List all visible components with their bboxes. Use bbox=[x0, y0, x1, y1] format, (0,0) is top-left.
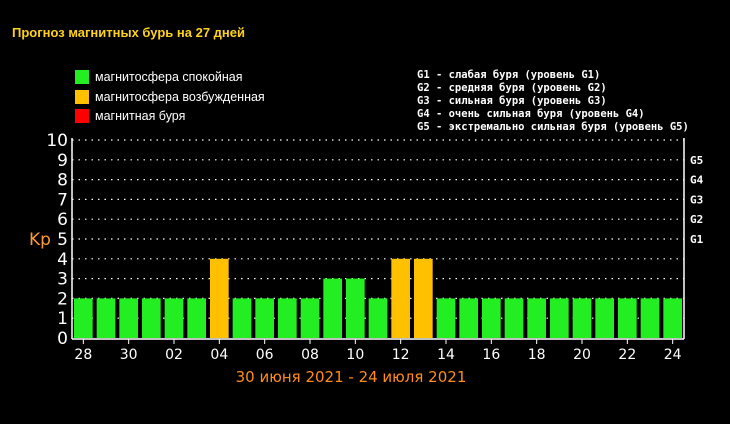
x-tick-label: 16 bbox=[482, 347, 500, 363]
legend-storm-label: магнитная буря bbox=[95, 109, 186, 123]
page-title: Прогноз магнитных бурь на 27 дней bbox=[12, 25, 245, 40]
y-tick-label: 9 bbox=[57, 151, 68, 171]
legend-calm: магнитосфера спокойная bbox=[75, 69, 243, 85]
bar-13 bbox=[414, 258, 433, 338]
x-tick-label: 14 bbox=[437, 347, 455, 363]
y-tick-label: 4 bbox=[57, 250, 68, 270]
g-legend-g2: G2 - средняя буря (уровень G2) bbox=[417, 82, 607, 94]
bar-22 bbox=[618, 298, 637, 338]
x-tick-label: 18 bbox=[528, 347, 546, 363]
g-level-label: G1 bbox=[690, 233, 704, 246]
y-axis-title: Kp bbox=[29, 230, 51, 250]
bar-12 bbox=[391, 258, 410, 338]
bar-21 bbox=[595, 298, 614, 338]
x-tick-label: 10 bbox=[346, 347, 364, 363]
bar-05 bbox=[232, 298, 252, 338]
bar-11 bbox=[368, 298, 388, 338]
x-tick-label: 22 bbox=[618, 347, 636, 363]
bar-17 bbox=[504, 298, 524, 338]
bar-03 bbox=[187, 298, 206, 338]
x-tick-label: 20 bbox=[573, 347, 591, 363]
bar-10 bbox=[346, 278, 365, 338]
x-tick-label: 02 bbox=[165, 347, 183, 363]
bar-15 bbox=[459, 298, 478, 338]
y-tick-label: 0 bbox=[57, 329, 68, 349]
g-level-label: G4 bbox=[690, 174, 704, 187]
legend-storm: магнитная буря bbox=[75, 108, 185, 124]
bar-28 bbox=[74, 298, 93, 338]
g-level-label: G5 bbox=[690, 154, 703, 167]
bar-29 bbox=[96, 298, 116, 338]
bar-19 bbox=[550, 298, 569, 338]
bar-09 bbox=[323, 278, 342, 338]
bar-07 bbox=[278, 298, 297, 338]
y-tick-label: 6 bbox=[57, 210, 68, 230]
x-tick-label: 28 bbox=[74, 347, 92, 363]
g-level-label: G3 bbox=[690, 193, 703, 206]
bar-06 bbox=[255, 298, 274, 338]
bar-24 bbox=[663, 298, 682, 338]
y-tick-label: 2 bbox=[57, 289, 68, 309]
legend-calm-swatch bbox=[75, 70, 89, 84]
x-tick-label: 24 bbox=[664, 347, 682, 363]
y-tick-label: 10 bbox=[46, 131, 68, 151]
x-axis-title: 30 июня 2021 - 24 июля 2021 bbox=[236, 368, 467, 386]
g-level-label: G2 bbox=[690, 213, 703, 226]
legend-excited: магнитосфера возбужденная bbox=[75, 89, 265, 105]
legend-excited-swatch bbox=[75, 90, 89, 104]
bar-04 bbox=[210, 258, 229, 338]
bar-02 bbox=[164, 298, 184, 338]
y-tick-label: 5 bbox=[57, 230, 68, 250]
g-legend-g5: G5 - экстремально сильная буря (уровень … bbox=[417, 121, 689, 133]
x-tick-label: 30 bbox=[120, 347, 138, 363]
legend-storm-swatch bbox=[75, 109, 89, 123]
bar-01 bbox=[142, 298, 161, 338]
x-tick-label: 04 bbox=[210, 347, 228, 363]
bar-16 bbox=[482, 298, 501, 338]
y-tick-label: 1 bbox=[57, 309, 68, 329]
x-tick-label: 12 bbox=[392, 347, 410, 363]
g-legend-g4: G4 - очень сильная буря (уровень G4) bbox=[417, 108, 645, 120]
bar-20 bbox=[572, 298, 592, 338]
g-legend-g3: G3 - сильная буря (уровень G3) bbox=[417, 95, 607, 107]
bar-18 bbox=[527, 298, 546, 338]
y-tick-label: 7 bbox=[57, 190, 68, 210]
y-tick-label: 3 bbox=[57, 270, 68, 290]
y-tick-label: 8 bbox=[57, 171, 68, 191]
g-legend-g1: G1 - слабая буря (уровень G1) bbox=[417, 69, 601, 81]
legend-excited-label: магнитосфера возбужденная bbox=[95, 90, 265, 104]
bar-14 bbox=[436, 298, 456, 338]
x-tick-label: 08 bbox=[301, 347, 319, 363]
legend-calm-label: магнитосфера спокойная bbox=[95, 70, 243, 84]
bar-08 bbox=[300, 298, 320, 338]
bar-30 bbox=[119, 298, 138, 338]
x-tick-label: 06 bbox=[256, 347, 274, 363]
bar-23 bbox=[640, 298, 660, 338]
